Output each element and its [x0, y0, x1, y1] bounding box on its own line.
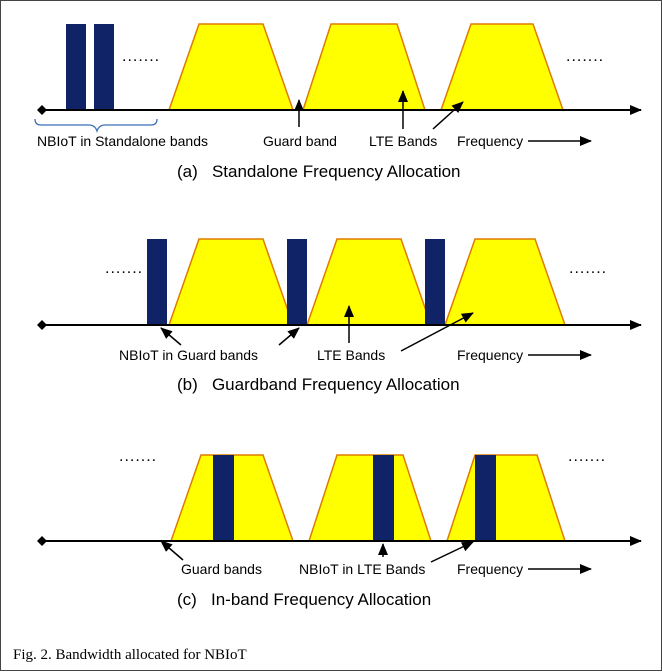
ellipsis: .......	[566, 48, 604, 65]
figure-caption: Fig. 2. Bandwidth allocated for NBIoT	[13, 647, 247, 663]
lte-arrow	[400, 312, 474, 352]
frequency-label: Frequency	[457, 133, 523, 149]
brace	[34, 118, 158, 134]
nbiot-band	[213, 455, 234, 541]
guard-label: Guard bands	[181, 561, 262, 577]
panel-a: ....... ....... NBIoT in Standalone band…	[34, 23, 642, 181]
panel-c: ....... ....... Guard bands NBIoT in LTE…	[37, 448, 642, 609]
lte-label: LTE Bands	[317, 347, 385, 363]
lte-band	[167, 238, 295, 326]
guard-label: Guard band	[263, 133, 337, 149]
frequency-label: Frequency	[457, 347, 523, 363]
lte-arrow	[432, 101, 464, 130]
lte-band	[443, 238, 567, 326]
lte-band	[301, 23, 427, 111]
nbiot-band	[287, 239, 307, 325]
guard-arrow	[430, 541, 474, 563]
lte-band	[445, 454, 567, 542]
nbiot-label: NBIoT in Guard bands	[119, 347, 258, 363]
ellipsis: .......	[569, 260, 607, 277]
nbiot-band	[66, 24, 86, 110]
panel-b: ....... ....... NBIoT in Guard bands LTE…	[37, 238, 642, 394]
nbiot-label: NBIoT in Standalone bands	[37, 133, 208, 149]
nbiot-band	[147, 239, 167, 325]
guard-arrow	[160, 540, 184, 561]
lte-band	[439, 23, 565, 111]
nbiot-band	[425, 239, 445, 325]
ellipsis: .......	[119, 448, 157, 465]
frequency-label: Frequency	[457, 561, 523, 577]
nbiot-label: NBIoT in LTE Bands	[299, 561, 425, 577]
ellipsis: .......	[122, 48, 160, 65]
nbiot-arrow	[278, 327, 300, 346]
panel-caption: (a) Standalone Frequency Allocation	[177, 162, 461, 181]
lte-label: LTE Bands	[369, 133, 437, 149]
nbiot-band	[94, 24, 114, 110]
lte-band	[307, 454, 433, 542]
nbiot-band	[475, 455, 496, 541]
panel-caption: (c) In-band Frequency Allocation	[177, 590, 431, 609]
ellipsis: .......	[568, 448, 606, 465]
ellipsis: .......	[105, 260, 143, 277]
lte-band	[305, 238, 433, 326]
lte-band	[167, 23, 295, 111]
panel-caption: (b) Guardband Frequency Allocation	[177, 375, 460, 394]
nbiot-arrow	[160, 327, 182, 346]
nbiot-band	[373, 455, 394, 541]
